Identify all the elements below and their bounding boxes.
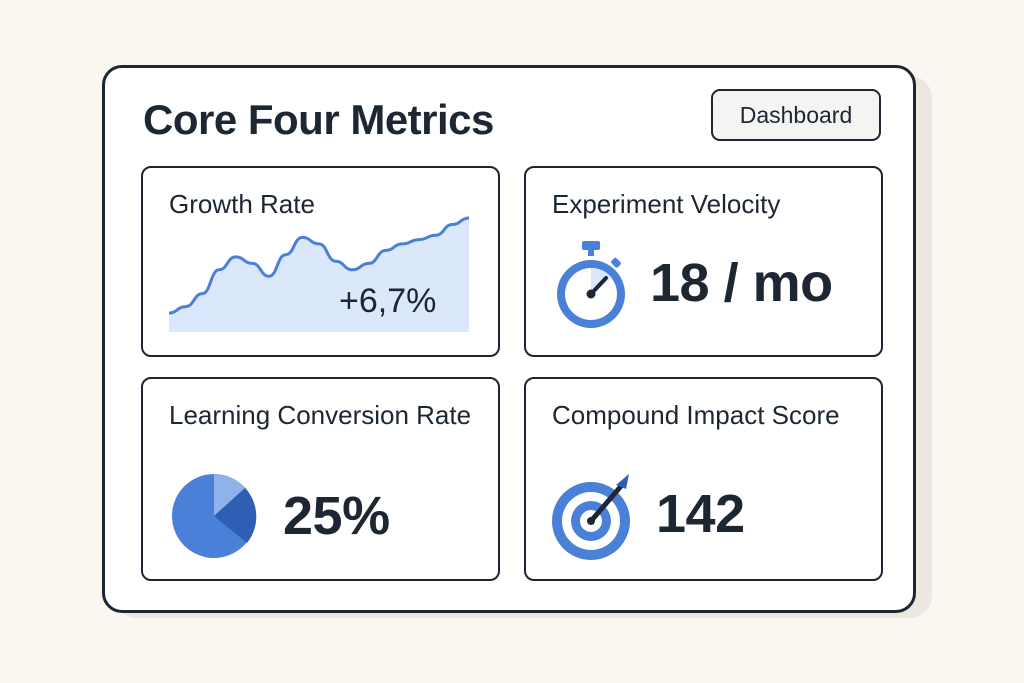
line-chart-icon — [169, 216, 469, 332]
pie-chart-icon — [172, 474, 257, 558]
learning-conversion-value: 25% — [283, 486, 390, 546]
stopwatch-icon — [557, 241, 625, 328]
experiment-velocity-value: 18 / mo — [650, 253, 833, 313]
experiment-velocity-card[interactable]: Experiment Velocity 18 / mo — [524, 166, 883, 357]
target-icon — [552, 474, 630, 560]
learning-conversion-label: Learning Conversion Rate — [169, 400, 472, 430]
growth-area — [169, 218, 469, 332]
page-title: Core Four Metrics — [143, 96, 494, 143]
compound-impact-label: Compound Impact Score — [552, 400, 840, 430]
compound-impact-card[interactable]: Compound Impact Score 142 — [524, 377, 883, 581]
learning-conversion-card[interactable]: Learning Conversion Rate 25% — [141, 377, 500, 581]
growth-line — [169, 216, 469, 315]
compound-impact-value: 142 — [656, 484, 745, 544]
growth-rate-value: +6,7% — [339, 282, 437, 320]
growth-rate-label: Growth Rate — [169, 189, 315, 219]
dashboard-button[interactable]: Dashboard — [711, 89, 881, 141]
metrics-panel: Core Four Metrics Dashboard Growth Rate … — [102, 65, 916, 613]
experiment-velocity-label: Experiment Velocity — [552, 189, 781, 219]
growth-rate-card[interactable]: Growth Rate +6,7% — [141, 166, 500, 357]
